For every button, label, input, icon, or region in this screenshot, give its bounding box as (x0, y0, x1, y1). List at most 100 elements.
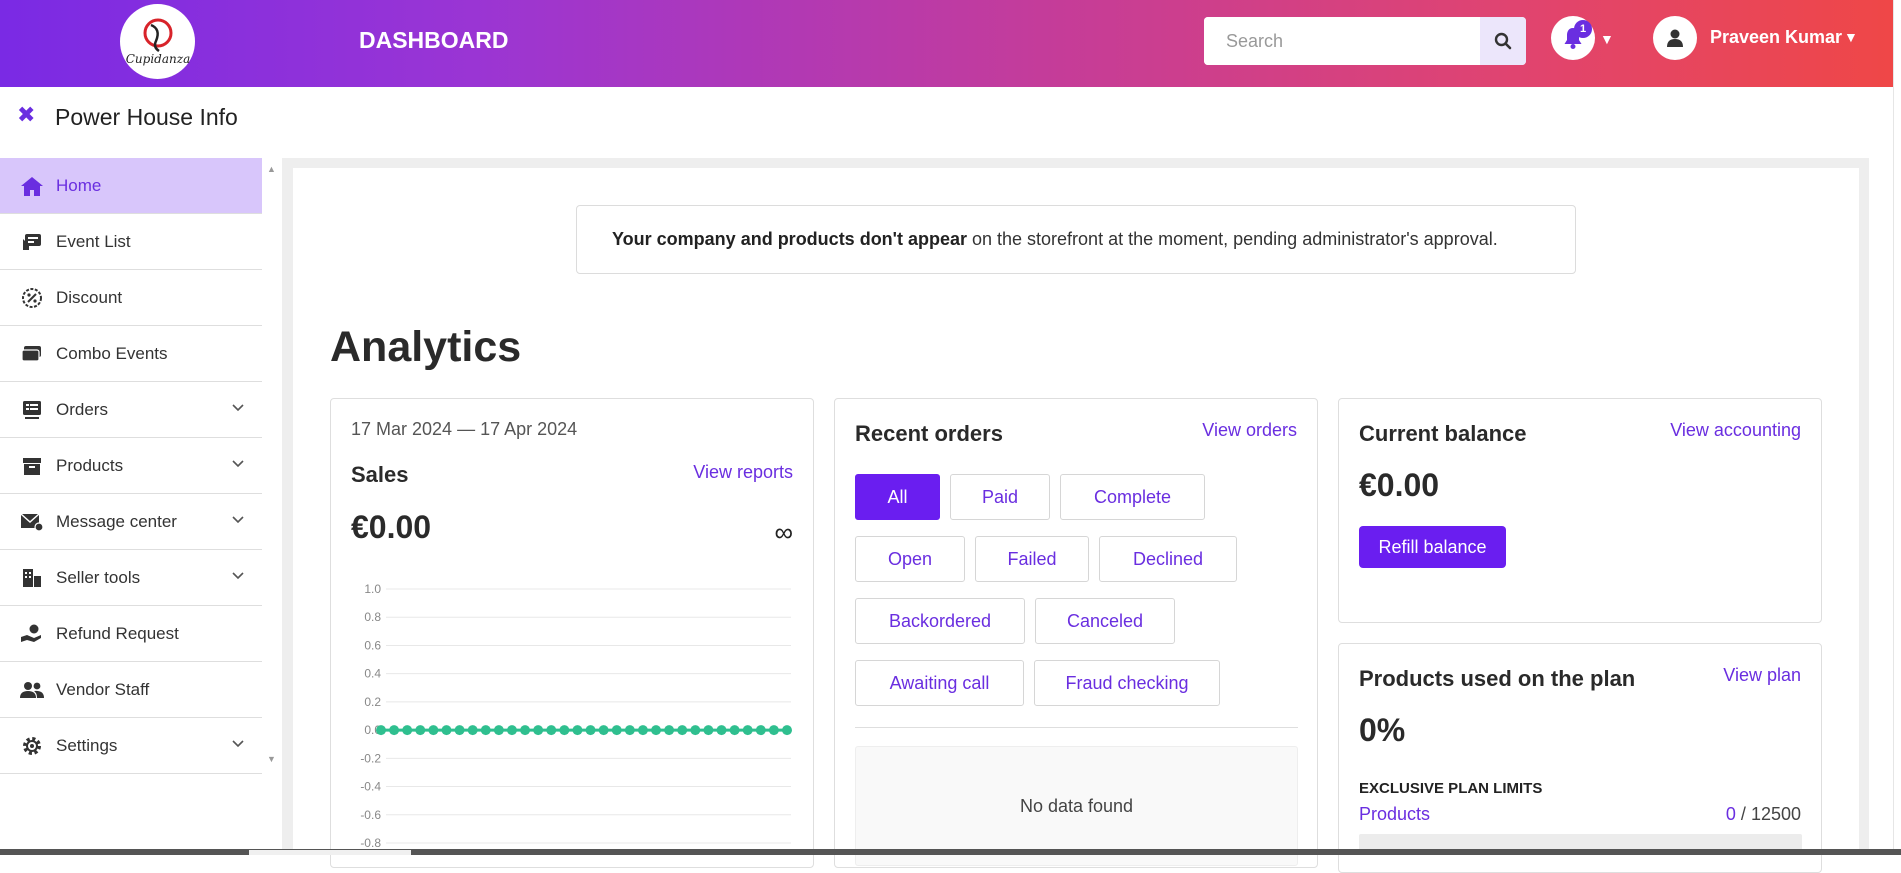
page-scrollbar[interactable] (1893, 0, 1901, 855)
chevron-down-icon[interactable] (232, 572, 244, 580)
discount-icon (20, 286, 44, 310)
sales-data-point[interactable] (690, 725, 701, 736)
seller-tools-icon (20, 566, 44, 590)
sales-data-point[interactable] (493, 725, 504, 736)
sales-data-point[interactable] (572, 725, 583, 736)
sidebar-item-vendor-staff[interactable]: Vendor Staff (0, 662, 262, 718)
chevron-down-icon[interactable] (232, 516, 244, 524)
notification-count-badge: 1 (1574, 20, 1592, 38)
sales-data-point[interactable] (533, 725, 544, 736)
sidebar-item-label: Home (56, 175, 102, 195)
filter-paid-button[interactable]: Paid (950, 474, 1050, 520)
horizontal-scrollbar-thumb[interactable] (249, 850, 411, 855)
sidebar-item-settings[interactable]: Settings (0, 718, 262, 774)
filter-all-button[interactable]: All (855, 474, 940, 520)
sales-data-point[interactable] (677, 725, 688, 736)
filter-complete-button[interactable]: Complete (1060, 474, 1205, 520)
sales-data-point[interactable] (598, 725, 609, 736)
sales-data-point[interactable] (585, 725, 596, 736)
filter-open-button[interactable]: Open (855, 536, 965, 582)
sidebar-item-combo-events[interactable]: Combo Events (0, 326, 262, 382)
sidebar-item-products[interactable]: Products (0, 438, 262, 494)
products-icon (20, 454, 44, 478)
sales-data-point[interactable] (467, 725, 478, 736)
settings-icon (20, 734, 44, 758)
scroll-up-arrow-icon[interactable]: ▲ (267, 164, 276, 174)
search-input[interactable] (1204, 17, 1480, 65)
sidebar-item-message-center[interactable]: Message center (0, 494, 262, 550)
sales-data-point[interactable] (480, 725, 491, 736)
sales-data-point[interactable] (441, 725, 452, 736)
sales-data-point[interactable] (415, 725, 426, 736)
sales-data-point[interactable] (402, 725, 413, 736)
sidebar-item-event-list[interactable]: Event List (0, 214, 262, 270)
orders-icon (20, 398, 44, 422)
sales-data-point[interactable] (389, 725, 400, 736)
sidebar-scrollbar[interactable]: ▲ ▼ (262, 158, 282, 774)
y-tick-label: 1.0 (364, 582, 381, 596)
sales-data-point[interactable] (376, 725, 386, 736)
sidebar-item-refund-request[interactable]: Refund Request (0, 606, 262, 662)
plan-products-separator: / (1740, 804, 1746, 824)
sales-data-point[interactable] (742, 725, 753, 736)
filter-canceled-button[interactable]: Canceled (1035, 598, 1175, 644)
company-bar: ✖ Power House Info (0, 87, 1893, 157)
sidebar-item-discount[interactable]: Discount (0, 270, 262, 326)
chevron-down-icon[interactable] (232, 740, 244, 748)
sidebar-item-orders[interactable]: Orders (0, 382, 262, 438)
filter-awaiting-call-button[interactable]: Awaiting call (855, 660, 1024, 706)
sales-data-point[interactable] (520, 725, 531, 736)
user-name[interactable]: Praveen Kumar (1710, 27, 1843, 47)
search-button[interactable] (1480, 17, 1526, 65)
sidebar-item-label: Orders (56, 399, 108, 419)
notifications-button[interactable]: 1 (1551, 16, 1595, 60)
sales-data-point[interactable] (782, 725, 792, 736)
close-icon[interactable]: ✖ (17, 102, 36, 127)
sales-data-point[interactable] (729, 725, 740, 736)
top-header: Cupidanza DASHBOARD 1 ▼ Praveen Kumar ▼ (0, 0, 1893, 87)
brand-logo[interactable]: Cupidanza (120, 4, 195, 79)
filter-fraud-checking-button[interactable]: Fraud checking (1034, 660, 1220, 706)
view-accounting-link[interactable]: View accounting (1670, 420, 1801, 440)
scroll-down-arrow-icon[interactable]: ▼ (267, 754, 276, 764)
filter-declined-button[interactable]: Declined (1099, 536, 1237, 582)
sales-data-point[interactable] (768, 725, 779, 736)
y-tick-label: -0.8 (360, 836, 381, 847)
sidebar-item-label: Refund Request (56, 623, 179, 643)
chevron-down-icon[interactable] (232, 404, 244, 412)
filter-failed-button[interactable]: Failed (975, 536, 1089, 582)
view-plan-link[interactable]: View plan (1723, 665, 1801, 685)
chevron-down-icon[interactable] (232, 460, 244, 468)
avatar[interactable] (1653, 16, 1697, 60)
filter-backordered-button[interactable]: Backordered (855, 598, 1025, 644)
sales-data-point[interactable] (546, 725, 557, 736)
view-reports-link[interactable]: View reports (693, 462, 793, 482)
y-tick-label: -0.6 (360, 808, 381, 822)
horizontal-scrollbar-track[interactable] (0, 849, 1901, 855)
sales-change-indicator: ∞ (774, 517, 793, 547)
recent-orders-panel: Recent orders View orders All Paid Compl… (834, 398, 1318, 868)
sidebar-item-home[interactable]: Home (0, 158, 262, 214)
sales-data-point[interactable] (716, 725, 727, 736)
balance-value: €0.00 (1359, 467, 1440, 503)
sales-data-point[interactable] (755, 725, 766, 736)
refill-balance-button[interactable]: Refill balance (1359, 526, 1506, 568)
sales-data-point[interactable] (664, 725, 675, 736)
message-center-icon (20, 510, 44, 534)
sales-data-point[interactable] (703, 725, 714, 736)
sales-value: €0.00 (351, 509, 432, 545)
sales-data-point[interactable] (637, 725, 648, 736)
sales-data-point[interactable] (651, 725, 662, 736)
user-menu-caret[interactable]: ▼ (1844, 29, 1858, 45)
sales-data-point[interactable] (611, 725, 622, 736)
sales-data-point[interactable] (454, 725, 465, 736)
notifications-dropdown-caret[interactable]: ▼ (1600, 31, 1614, 47)
view-orders-link[interactable]: View orders (1202, 420, 1297, 440)
sales-data-point[interactable] (624, 725, 635, 736)
sales-data-point[interactable] (506, 725, 517, 736)
plan-products-link[interactable]: Products (1359, 804, 1431, 824)
sidebar-item-label: Combo Events (56, 343, 168, 363)
sales-data-point[interactable] (559, 725, 570, 736)
sidebar-item-seller-tools[interactable]: Seller tools (0, 550, 262, 606)
sales-data-point[interactable] (428, 725, 439, 736)
